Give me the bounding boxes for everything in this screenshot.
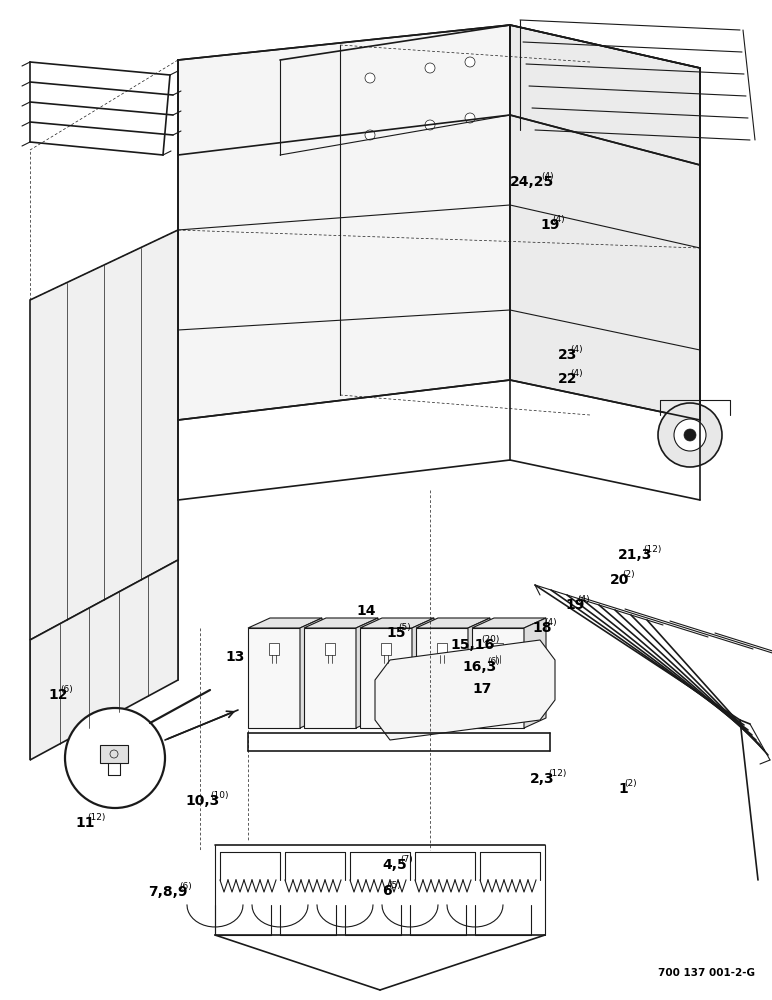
Text: 11: 11 <box>75 816 94 830</box>
Circle shape <box>465 57 475 67</box>
Text: 19: 19 <box>540 218 560 232</box>
Text: (4): (4) <box>571 345 583 354</box>
Text: 6: 6 <box>382 884 391 898</box>
Polygon shape <box>304 618 378 628</box>
Text: 10,3: 10,3 <box>185 794 219 808</box>
Text: 2,3: 2,3 <box>530 772 554 786</box>
Polygon shape <box>524 618 546 728</box>
Text: (4): (4) <box>553 215 565 224</box>
Text: 15: 15 <box>386 626 405 640</box>
Polygon shape <box>178 25 510 420</box>
Text: 18: 18 <box>532 621 551 635</box>
Text: 23: 23 <box>558 348 577 362</box>
Text: 13: 13 <box>225 650 245 664</box>
Text: 17: 17 <box>472 682 491 696</box>
Text: 22: 22 <box>558 372 577 386</box>
Polygon shape <box>325 643 335 655</box>
Polygon shape <box>472 628 524 728</box>
Text: (2): (2) <box>622 570 635 579</box>
Text: (5): (5) <box>388 881 401 890</box>
Text: 14: 14 <box>356 604 375 618</box>
Polygon shape <box>248 628 300 728</box>
Polygon shape <box>381 643 391 655</box>
Text: 15,16: 15,16 <box>450 638 494 652</box>
Circle shape <box>365 73 375 83</box>
Polygon shape <box>30 230 178 640</box>
Polygon shape <box>248 618 322 628</box>
Polygon shape <box>360 618 434 628</box>
Polygon shape <box>437 643 447 655</box>
Text: (12): (12) <box>87 813 106 822</box>
Text: (4): (4) <box>541 172 554 181</box>
Circle shape <box>674 419 706 451</box>
Text: (5): (5) <box>398 623 411 632</box>
Text: (6): (6) <box>60 685 73 694</box>
Text: (12): (12) <box>643 545 661 554</box>
Text: (6): (6) <box>179 882 191 891</box>
Text: (4): (4) <box>544 618 557 627</box>
Polygon shape <box>300 618 322 728</box>
Polygon shape <box>412 618 434 728</box>
Text: (10): (10) <box>210 791 229 800</box>
Text: 12: 12 <box>48 688 67 702</box>
Text: 1: 1 <box>618 782 628 796</box>
Polygon shape <box>416 618 490 628</box>
Text: 700 137 001-2-G: 700 137 001-2-G <box>658 968 755 978</box>
Text: (20): (20) <box>481 635 499 644</box>
Circle shape <box>684 429 696 441</box>
Polygon shape <box>304 628 356 728</box>
Text: 4,5: 4,5 <box>382 858 407 872</box>
Text: 16,3: 16,3 <box>462 660 496 674</box>
Polygon shape <box>356 618 378 728</box>
Circle shape <box>65 708 165 808</box>
Polygon shape <box>100 745 128 763</box>
Polygon shape <box>416 628 468 728</box>
Text: 24,25: 24,25 <box>510 175 554 189</box>
Text: 19: 19 <box>565 598 584 612</box>
Circle shape <box>465 113 475 123</box>
Circle shape <box>658 403 722 467</box>
Text: 7,8,9: 7,8,9 <box>148 885 188 899</box>
Polygon shape <box>375 640 555 740</box>
Text: 20: 20 <box>610 573 629 587</box>
Text: (7): (7) <box>401 855 413 864</box>
Polygon shape <box>360 628 412 728</box>
Text: (4): (4) <box>577 595 590 604</box>
Polygon shape <box>493 643 503 655</box>
Polygon shape <box>30 560 178 760</box>
Polygon shape <box>472 618 546 628</box>
Text: (2): (2) <box>625 779 637 788</box>
Text: (6): (6) <box>487 657 499 666</box>
Text: (4): (4) <box>571 369 583 378</box>
Text: 21,3: 21,3 <box>618 548 652 562</box>
Polygon shape <box>510 25 700 420</box>
Polygon shape <box>269 643 279 655</box>
Text: (12): (12) <box>549 769 567 778</box>
Circle shape <box>365 130 375 140</box>
Polygon shape <box>468 618 490 728</box>
Circle shape <box>425 63 435 73</box>
Circle shape <box>425 120 435 130</box>
